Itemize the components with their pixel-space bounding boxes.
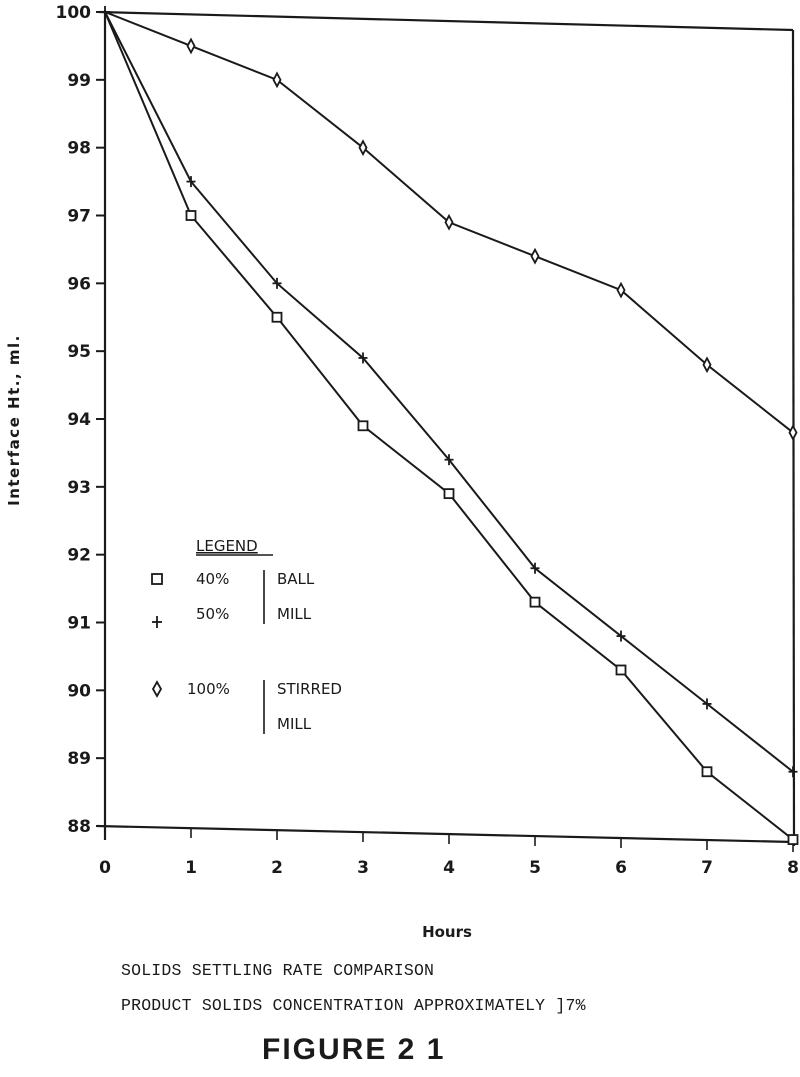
square-marker-icon (443, 488, 455, 500)
legend-entry-label: 50% (196, 605, 229, 623)
diamond-marker-icon (444, 213, 454, 231)
y-tick-label: 95 (67, 342, 91, 362)
legend-group-label: STIRRED (277, 680, 342, 698)
x-axis: 0 1 2 3 4 5 6 7 8 (99, 826, 799, 878)
square-marker-icon (529, 596, 541, 608)
legend-group-label: BALL (277, 570, 315, 588)
x-axis-title: Hours (422, 923, 472, 941)
y-tick-label: 90 (67, 681, 91, 701)
series-line (104, 11, 794, 841)
x-tick-label: 3 (357, 858, 369, 878)
x-tick-label: 8 (787, 858, 799, 878)
square-marker-icon (615, 664, 627, 676)
plot-frame (96, 10, 796, 847)
y-tick-label: 96 (67, 274, 91, 294)
x-tick-label: 5 (529, 858, 541, 878)
diamond-marker-icon (788, 424, 798, 441)
x-axis-line (96, 824, 794, 844)
diamond-marker-icon (702, 356, 712, 374)
top-border-line (98, 10, 794, 32)
plus-marker-icon (358, 352, 368, 364)
plus-marker-icon (272, 277, 282, 289)
x-tick-label: 7 (701, 858, 713, 878)
y-tick-label: 91 (67, 614, 91, 634)
legend-group-label: MILL (277, 715, 312, 733)
y-tick-label: 93 (67, 478, 91, 498)
diamond-marker-icon (272, 71, 282, 89)
legend-group-stirred-mill: 100% STIRRED MILL (151, 680, 342, 734)
diamond-marker-icon (616, 281, 626, 299)
y-tick-label: 88 (67, 817, 91, 837)
square-marker-icon (271, 311, 283, 323)
plus-marker-icon (788, 766, 798, 778)
legend-group-label: MILL (277, 605, 312, 623)
y-tick-label: 100 (56, 3, 92, 23)
series-diamond (104, 11, 798, 441)
series-line (104, 11, 794, 773)
y-tick-label: 89 (67, 749, 91, 769)
square-marker-icon (701, 766, 713, 778)
y-tick-label: 97 (67, 207, 91, 227)
legend-entry-label: 40% (196, 570, 229, 588)
series-plus (104, 11, 798, 778)
legend-entry-label: 100% (187, 680, 230, 698)
plus-marker-icon (530, 562, 540, 574)
y-tick-label: 92 (67, 546, 91, 566)
diamond-marker-icon (151, 680, 163, 698)
diamond-marker-icon (530, 247, 540, 265)
plus-marker-icon (186, 176, 196, 188)
series-layer (100, 6, 799, 845)
plus-marker-icon (152, 616, 162, 628)
settling-rate-chart: 88 89 90 91 92 93 94 95 96 97 98 99 100 0 1 2 3 4 5 6 7 8 LE… (5, 3, 799, 941)
chart-caption-subtitle: PRODUCT SOLIDS CONCENTRATION APPROXIMATE… (121, 996, 586, 1015)
y-tick-label: 94 (67, 410, 91, 430)
plus-marker-icon (702, 698, 712, 710)
square-marker-icon (151, 573, 163, 585)
square-marker-icon (787, 834, 799, 845)
x-tick-label: 4 (443, 858, 455, 878)
plus-marker-icon (616, 630, 626, 642)
diamond-marker-icon (186, 37, 196, 55)
y-tick-label: 99 (67, 71, 91, 91)
square-marker-icon (185, 210, 197, 221)
figure-label: FIGURE 2 1 (262, 1033, 446, 1066)
legend-title: LEGEND (196, 537, 258, 555)
x-tick-label: 6 (615, 858, 627, 878)
y-axis-title: Interface Ht., ml. (5, 334, 23, 506)
diamond-marker-icon (358, 139, 368, 157)
plus-marker-icon (444, 454, 454, 466)
x-tick-label: 0 (99, 858, 111, 878)
legend: LEGEND 40% 50% BALL MILL 100% STIRRED MILL (151, 537, 342, 734)
x-tick-label: 1 (185, 858, 197, 878)
y-tick-label: 98 (67, 139, 91, 159)
x-tick-label: 2 (271, 858, 283, 878)
y-axis: 88 89 90 91 92 93 94 95 96 97 98 99 100 (56, 3, 105, 837)
square-marker-icon (357, 420, 369, 432)
chart-caption-title: SOLIDS SETTLING RATE COMPARISON (121, 961, 435, 980)
series-square (104, 11, 799, 845)
legend-group-ball-mill: 40% 50% BALL MILL (151, 570, 315, 628)
plus-marker-icon (100, 6, 110, 18)
